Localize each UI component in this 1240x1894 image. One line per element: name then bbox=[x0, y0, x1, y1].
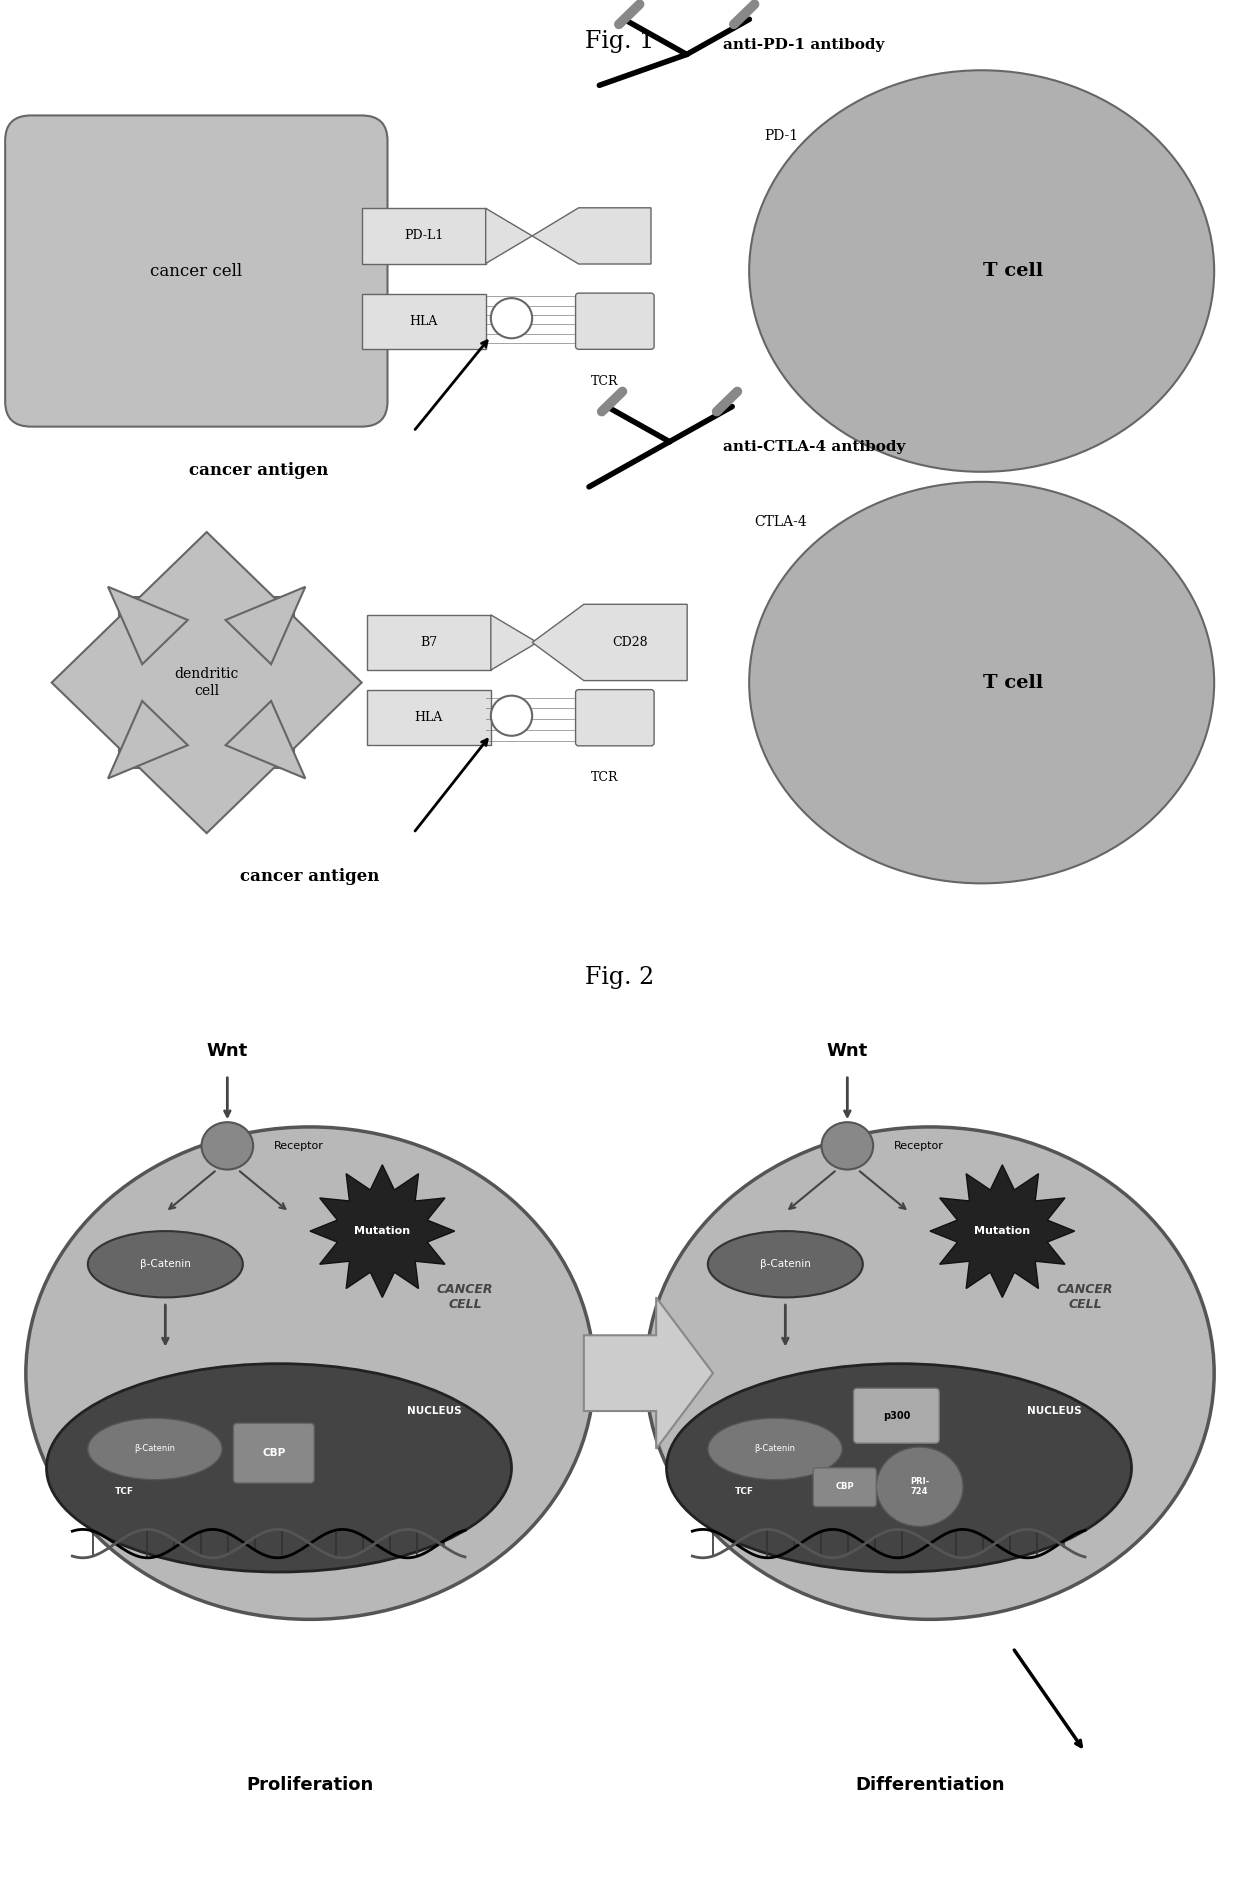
Ellipse shape bbox=[646, 1127, 1214, 1619]
Ellipse shape bbox=[666, 1364, 1131, 1572]
Text: T cell: T cell bbox=[982, 261, 1043, 280]
Text: β-Catenin: β-Catenin bbox=[754, 1445, 796, 1453]
Text: CD28: CD28 bbox=[613, 636, 649, 650]
Text: β-Catenin: β-Catenin bbox=[760, 1260, 811, 1269]
Text: cancer antigen: cancer antigen bbox=[188, 462, 329, 479]
Text: B7: B7 bbox=[420, 636, 438, 650]
Text: anti-PD-1 antibody: anti-PD-1 antibody bbox=[723, 38, 884, 53]
Text: CBP: CBP bbox=[262, 1447, 285, 1458]
Text: CANCER
CELL: CANCER CELL bbox=[1056, 1284, 1114, 1311]
Text: CBP: CBP bbox=[836, 1483, 854, 1491]
Polygon shape bbox=[930, 1165, 1075, 1297]
Text: Fig. 1: Fig. 1 bbox=[585, 30, 655, 53]
Text: Mutation: Mutation bbox=[355, 1225, 410, 1237]
Circle shape bbox=[491, 695, 532, 735]
Polygon shape bbox=[310, 1165, 455, 1297]
Polygon shape bbox=[486, 208, 532, 263]
FancyBboxPatch shape bbox=[119, 597, 294, 767]
Text: anti-CTLA-4 antibody: anti-CTLA-4 antibody bbox=[723, 439, 905, 455]
Text: DNA: DNA bbox=[713, 1572, 734, 1581]
Ellipse shape bbox=[26, 1127, 594, 1619]
Text: Proliferation: Proliferation bbox=[247, 1777, 373, 1794]
Circle shape bbox=[877, 1447, 963, 1527]
FancyBboxPatch shape bbox=[367, 689, 491, 746]
Polygon shape bbox=[226, 701, 305, 778]
Text: NUCLEUS: NUCLEUS bbox=[1027, 1405, 1081, 1417]
Text: PD-L1: PD-L1 bbox=[404, 229, 443, 242]
Text: TCF: TCF bbox=[114, 1487, 134, 1496]
Text: CTLA-4: CTLA-4 bbox=[754, 515, 807, 528]
Text: Wnt: Wnt bbox=[827, 1042, 868, 1061]
Polygon shape bbox=[532, 208, 651, 263]
FancyBboxPatch shape bbox=[575, 689, 655, 746]
Polygon shape bbox=[532, 604, 687, 680]
Text: dendritic
cell: dendritic cell bbox=[175, 667, 239, 697]
Circle shape bbox=[491, 297, 532, 339]
Text: HLA: HLA bbox=[414, 712, 443, 724]
Text: PD-1: PD-1 bbox=[765, 129, 799, 142]
Polygon shape bbox=[584, 1297, 713, 1449]
Polygon shape bbox=[52, 532, 362, 833]
Text: Receptor: Receptor bbox=[274, 1140, 324, 1152]
Polygon shape bbox=[226, 587, 305, 665]
FancyBboxPatch shape bbox=[813, 1468, 877, 1508]
Text: CANCER
CELL: CANCER CELL bbox=[436, 1284, 494, 1311]
FancyBboxPatch shape bbox=[5, 116, 387, 426]
Text: Wnt: Wnt bbox=[207, 1042, 248, 1061]
Text: TCF: TCF bbox=[734, 1487, 754, 1496]
FancyBboxPatch shape bbox=[853, 1388, 940, 1443]
Text: Differentiation: Differentiation bbox=[856, 1777, 1004, 1794]
Ellipse shape bbox=[749, 70, 1214, 472]
Ellipse shape bbox=[708, 1419, 842, 1479]
Text: cancer cell: cancer cell bbox=[150, 263, 242, 280]
Text: DNA: DNA bbox=[93, 1572, 114, 1581]
Text: PRI-
724: PRI- 724 bbox=[910, 1477, 929, 1496]
FancyBboxPatch shape bbox=[367, 616, 491, 670]
Text: β-Catenin: β-Catenin bbox=[140, 1260, 191, 1269]
FancyBboxPatch shape bbox=[233, 1424, 314, 1483]
Text: NUCLEUS: NUCLEUS bbox=[407, 1405, 461, 1417]
Ellipse shape bbox=[47, 1364, 511, 1572]
Ellipse shape bbox=[708, 1231, 863, 1297]
Text: cancer antigen: cancer antigen bbox=[241, 867, 379, 884]
Ellipse shape bbox=[88, 1419, 222, 1479]
Polygon shape bbox=[108, 701, 187, 778]
FancyBboxPatch shape bbox=[575, 294, 655, 348]
Polygon shape bbox=[108, 587, 187, 665]
Ellipse shape bbox=[749, 481, 1214, 883]
FancyBboxPatch shape bbox=[362, 208, 486, 263]
Text: Fig. 2: Fig. 2 bbox=[585, 966, 655, 989]
Text: Receptor: Receptor bbox=[894, 1140, 944, 1152]
Ellipse shape bbox=[88, 1231, 243, 1297]
Polygon shape bbox=[491, 616, 537, 670]
Text: β-Catenin: β-Catenin bbox=[134, 1445, 176, 1453]
Text: TCR: TCR bbox=[590, 375, 619, 388]
Circle shape bbox=[201, 1121, 253, 1169]
Text: p300: p300 bbox=[883, 1411, 910, 1420]
FancyBboxPatch shape bbox=[362, 294, 486, 348]
Circle shape bbox=[821, 1121, 873, 1169]
Text: Mutation: Mutation bbox=[975, 1225, 1030, 1237]
Text: T cell: T cell bbox=[982, 674, 1043, 691]
Text: HLA: HLA bbox=[409, 314, 438, 328]
Text: TCR: TCR bbox=[590, 771, 619, 784]
